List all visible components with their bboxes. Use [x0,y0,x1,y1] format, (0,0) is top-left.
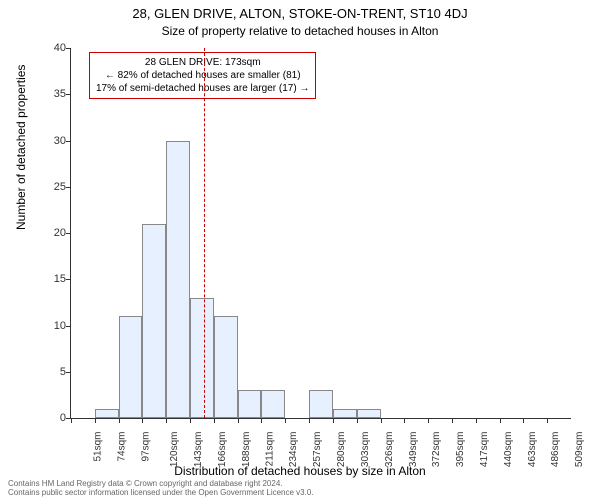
xtick-label: 188sqm [241,432,252,468]
xtick-label: 143sqm [193,432,204,468]
ytick-label: 20 [41,227,66,239]
xtick-label: 463sqm [527,432,538,468]
xtick-mark [333,418,334,423]
ytick-label: 40 [41,42,66,54]
xtick-label: 211sqm [264,432,275,467]
xtick-label: 509sqm [574,432,585,468]
xtick-label: 120sqm [170,432,181,468]
histogram-bar [238,390,262,418]
ytick-mark [66,187,71,188]
xtick-label: 303sqm [360,432,371,468]
annotation-line1: 28 GLEN DRIVE: 173sqm [96,56,309,69]
xtick-label: 372sqm [431,432,442,468]
plot-area: 28 GLEN DRIVE: 173sqm ← 82% of detached … [70,48,571,419]
histogram-bar [190,298,214,418]
ytick-label: 5 [41,366,66,378]
xtick-label: 486sqm [550,432,561,468]
xtick-mark [190,418,191,423]
histogram-bar [214,316,238,418]
xtick-mark [95,418,96,423]
ytick-mark [66,279,71,280]
ytick-label: 0 [41,412,66,424]
histogram-bar [357,409,381,418]
ytick-mark [66,326,71,327]
reference-line [204,48,205,418]
ytick-label: 15 [41,273,66,285]
histogram-bar [166,141,190,419]
xtick-mark [428,418,429,423]
xtick-mark [404,418,405,423]
xtick-mark [547,418,548,423]
chart-subtitle: Size of property relative to detached ho… [0,24,600,38]
xtick-mark [500,418,501,423]
xtick-mark [523,418,524,423]
annotation-line3: 17% of semi-detached houses are larger (… [96,82,309,95]
xtick-mark [285,418,286,423]
xtick-mark [238,418,239,423]
xtick-label: 97sqm [140,432,151,462]
footer: Contains HM Land Registry data © Crown c… [8,479,314,498]
xtick-mark [71,418,72,423]
annotation-line2: ← 82% of detached houses are smaller (81… [96,69,309,82]
ytick-label: 30 [41,135,66,147]
ytick-label: 35 [41,88,66,100]
xtick-label: 234sqm [289,432,300,468]
xtick-label: 417sqm [479,432,490,468]
xtick-mark [452,418,453,423]
xtick-label: 326sqm [384,432,395,468]
ytick-mark [66,94,71,95]
histogram-bar [119,316,143,418]
xtick-label: 74sqm [116,432,127,462]
xtick-label: 280sqm [336,432,347,468]
histogram-bar [309,390,333,418]
histogram-bar [333,409,357,418]
annotation-box: 28 GLEN DRIVE: 173sqm ← 82% of detached … [89,52,316,99]
chart-container: 28, GLEN DRIVE, ALTON, STOKE-ON-TRENT, S… [0,0,600,500]
xtick-mark [357,418,358,423]
xtick-mark [476,418,477,423]
xtick-mark [309,418,310,423]
histogram-bar [261,390,285,418]
xtick-mark [119,418,120,423]
histogram-bar [95,409,119,418]
ytick-mark [66,48,71,49]
xtick-label: 166sqm [217,432,228,468]
ytick-label: 10 [41,320,66,332]
xtick-mark [214,418,215,423]
xtick-label: 51sqm [93,432,104,462]
y-axis-label: Number of detached properties [14,65,28,230]
ytick-mark [66,141,71,142]
ytick-mark [66,372,71,373]
xtick-label: 395sqm [455,432,466,468]
xtick-mark [166,418,167,423]
histogram-bar [142,224,166,418]
xtick-mark [142,418,143,423]
xtick-label: 349sqm [408,432,419,468]
ytick-label: 25 [41,181,66,193]
xtick-label: 257sqm [312,432,323,468]
footer-line1: Contains HM Land Registry data © Crown c… [8,479,314,489]
xtick-label: 440sqm [503,432,514,468]
xtick-mark [381,418,382,423]
ytick-mark [66,233,71,234]
chart-title: 28, GLEN DRIVE, ALTON, STOKE-ON-TRENT, S… [0,6,600,21]
xtick-mark [261,418,262,423]
x-axis-label: Distribution of detached houses by size … [0,464,600,478]
footer-line2: Contains public sector information licen… [8,488,314,498]
